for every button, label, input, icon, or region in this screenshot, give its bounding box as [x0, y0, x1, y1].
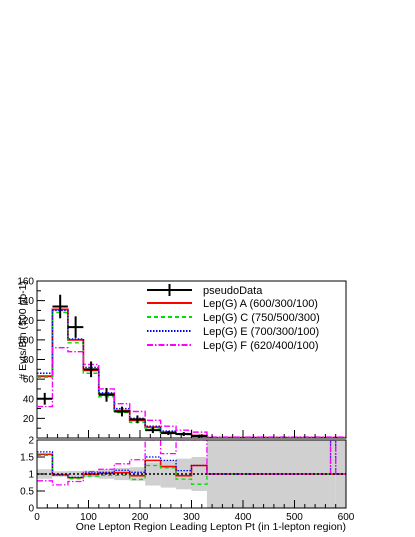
- data-point: [114, 406, 130, 417]
- legend-label-pseudodata: pseudoData: [203, 285, 263, 297]
- ratio-y-tick-label: 0.5: [20, 487, 34, 498]
- y-tick-label: 140: [17, 296, 34, 307]
- y-tick-label: 60: [23, 375, 35, 386]
- ratio-plot-panel: 0 0.5 1 1.5 2 0 100 200 300 400 500 600: [20, 430, 355, 523]
- y-axis-title: # Evts/Bin (500 pb-1): [17, 281, 29, 380]
- data-point: [129, 415, 146, 424]
- data-point: [145, 427, 161, 434]
- legend-entry-lep-e: Lep(G) E (700/300/100): [147, 326, 319, 338]
- ratio-y-tick-label: 0: [28, 504, 34, 515]
- x-tick-label: 200: [132, 512, 149, 523]
- legend-entry-lep-f: Lep(G) F (620/400/100): [147, 340, 319, 352]
- data-point: [191, 434, 207, 438]
- band-bin: [176, 458, 192, 490]
- pseudo-data-points: [37, 294, 207, 438]
- data-point: [176, 432, 192, 437]
- y-tick-label: 100: [17, 335, 34, 346]
- x-tick-label: 100: [80, 512, 97, 523]
- ratio-y-tick-label: 1: [28, 470, 34, 481]
- legend-entry-lep-a: Lep(G) A (600/300/100): [147, 298, 318, 310]
- ratio-series-1: [37, 453, 346, 479]
- y-tick-label: 20: [23, 414, 35, 425]
- data-point: [83, 361, 99, 378]
- x-tick-label: 500: [286, 512, 303, 523]
- x-tick-label: 400: [235, 512, 252, 523]
- legend-entry-lep-c: Lep(G) C (750/500/300): [147, 312, 320, 324]
- y-tick-label: 80: [23, 355, 35, 366]
- x-tick-label: 600: [338, 512, 355, 523]
- data-point: [98, 387, 115, 402]
- ratio-y-tick-label: 2: [28, 436, 34, 447]
- ratio-series-4: [37, 440, 346, 486]
- histogram-series-4: [37, 347, 346, 438]
- x-tick-label: 300: [183, 512, 200, 523]
- legend: pseudoData Lep(G) A (600/300/100) Lep(G)…: [147, 284, 320, 352]
- y-tick-label: 120: [17, 316, 34, 327]
- y-tick-label: 160: [17, 277, 34, 288]
- legend-entry-pseudodata: pseudoData: [147, 284, 263, 297]
- x-axis: 0 100 200 300 400 500 600: [34, 430, 355, 523]
- x-axis-title: One Lepton Region Leading Lepton Pt (in …: [76, 521, 346, 533]
- band-bin: [67, 470, 84, 478]
- ratio-y-tick-label: 1.5: [20, 453, 34, 464]
- legend-label-lep-f: Lep(G) F (620/400/100): [203, 340, 319, 352]
- ratio-series-2: [37, 454, 346, 485]
- legend-label-lep-a: Lep(G) A (600/300/100): [203, 298, 318, 310]
- data-point: [52, 294, 68, 319]
- y-tick-label: 40: [23, 394, 35, 405]
- main-y-axis: 20 40 60 80 100 120 140 160: [17, 277, 45, 429]
- ratio-series-layer: [37, 440, 346, 486]
- legend-label-lep-c: Lep(G) C (750/500/300): [203, 312, 320, 324]
- ratio-y-axis: 0 0.5 1 1.5 2: [20, 436, 45, 515]
- ratio-series-3: [37, 440, 346, 479]
- legend-label-lep-e: Lep(G) E (700/300/100): [203, 326, 319, 338]
- x-tick-label: 0: [34, 512, 40, 523]
- band-bin: [145, 462, 161, 486]
- data-point: [67, 316, 84, 338]
- data-point: [160, 431, 177, 436]
